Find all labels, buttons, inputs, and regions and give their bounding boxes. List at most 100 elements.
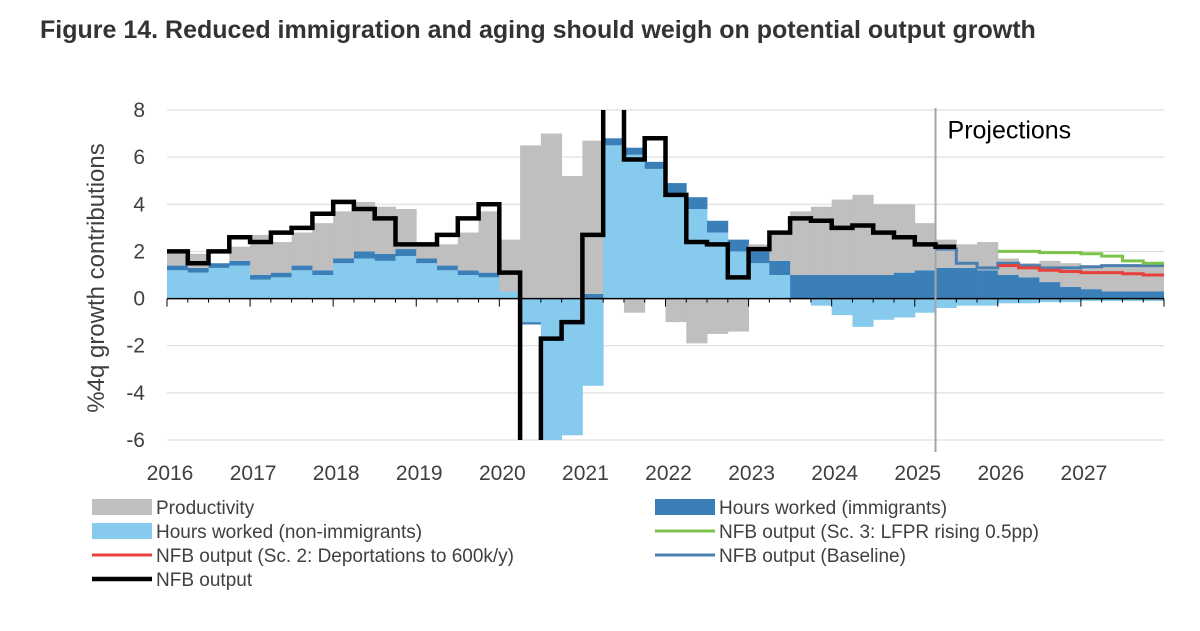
output-lines <box>167 110 1164 440</box>
bar-segment <box>167 253 189 266</box>
legend-label: Hours worked (non-immigrants) <box>156 522 422 543</box>
bar-segment <box>810 275 833 299</box>
bar-segment <box>1018 298 1040 304</box>
bar-segment <box>852 194 874 275</box>
bar-segment <box>582 293 604 299</box>
bar-segment <box>374 260 396 299</box>
bar-segment <box>727 251 749 299</box>
y-tick-label: 8 <box>133 99 145 122</box>
bar-segment <box>1039 298 1061 303</box>
bar-segment <box>457 232 479 271</box>
bar-segment <box>208 263 230 268</box>
x-tick-label: 2025 <box>894 462 941 485</box>
bar-segment <box>790 211 812 275</box>
y-tick-label: 6 <box>133 146 145 169</box>
bar-segment <box>707 298 729 334</box>
bar-segment <box>769 234 791 261</box>
bar-segment <box>229 265 251 299</box>
zero-axis <box>166 297 1165 307</box>
y-tick-label: 2 <box>133 240 145 263</box>
bar-segment <box>707 232 729 299</box>
bar-segment <box>353 251 376 259</box>
bar-segment <box>623 154 646 299</box>
bar-segment <box>540 298 563 440</box>
bar-segment <box>520 298 542 323</box>
bar-segment <box>852 298 874 327</box>
bar-segment <box>769 275 791 299</box>
bar-segment <box>1060 298 1082 303</box>
stacked-bars <box>167 133 1164 440</box>
bar-segment <box>312 275 334 299</box>
bar-segment <box>748 251 770 264</box>
x-tick-label: 2022 <box>645 462 692 485</box>
legend-label: Hours worked (immigrants) <box>719 498 947 519</box>
bar-segment <box>478 277 500 299</box>
bar-segment <box>250 279 272 299</box>
bar-segment <box>374 206 396 254</box>
bar-segment <box>437 265 459 271</box>
bar-segment <box>665 192 687 299</box>
bar-segment <box>997 275 1019 299</box>
bar-segment <box>291 270 313 299</box>
bar-segment <box>1143 265 1164 292</box>
bar-segment <box>437 244 459 266</box>
bar-segment <box>977 298 999 306</box>
bar-segment <box>270 242 293 273</box>
y-axis-label: %4q growth contributions <box>83 143 110 412</box>
bar-segment <box>1143 291 1164 299</box>
x-tick-label: 2016 <box>147 462 194 485</box>
bar-segment <box>769 260 791 275</box>
bar-segment <box>1060 286 1082 299</box>
bar-segment <box>540 133 563 299</box>
bar-segment <box>707 220 729 233</box>
bar-segment <box>831 275 853 299</box>
bar-segment <box>353 201 376 252</box>
bar-segment <box>893 272 916 299</box>
bar-segment <box>914 223 936 271</box>
x-tick-label: 2026 <box>977 462 1024 485</box>
bar-segment <box>187 267 209 273</box>
x-tick-label: 2023 <box>728 462 775 485</box>
y-tick-label: 4 <box>133 193 145 216</box>
bar-segment <box>478 211 500 273</box>
bar-segment <box>499 239 521 292</box>
legend-swatch <box>92 499 152 515</box>
bar-segment <box>665 183 687 193</box>
legend-label: NFB output (Sc. 2: Deportations to 600k/… <box>156 546 514 567</box>
bar-segment <box>644 161 666 169</box>
bar-segment <box>312 270 334 275</box>
bar-segment <box>582 298 604 386</box>
bar-segment <box>187 253 209 268</box>
x-tick-label: 2019 <box>396 462 443 485</box>
bar-segment <box>623 298 646 313</box>
bar-segment <box>810 298 833 306</box>
series-line <box>935 247 1164 270</box>
bar-segment <box>603 138 625 146</box>
bar-segment <box>873 204 895 275</box>
bar-segment <box>831 199 853 275</box>
bar-segment <box>582 140 604 294</box>
bar-segment <box>644 168 666 299</box>
bar-segment <box>291 232 313 266</box>
y-tick-label: -2 <box>126 335 145 358</box>
y-tick-label: -6 <box>126 429 145 452</box>
x-tick-label: 2017 <box>230 462 277 485</box>
bar-segment <box>395 249 417 257</box>
bar-segment <box>935 267 957 299</box>
bar-segment <box>457 275 479 299</box>
bar-segment <box>499 291 521 299</box>
y-axis-ticks: 8 6 4 2 0 -2 -4 -6 <box>126 99 145 452</box>
bar-segment <box>250 234 272 275</box>
bar-segment <box>956 298 978 306</box>
bar-segment <box>416 263 438 299</box>
bar-segment <box>914 270 936 299</box>
bar-segment <box>810 206 833 275</box>
legend: Productivity Hours worked (immigrants) Hou… <box>92 498 1039 591</box>
bar-segment <box>312 223 334 271</box>
x-tick-label: 2024 <box>811 462 858 485</box>
bar-segment <box>1101 291 1123 299</box>
bar-segment <box>1101 298 1123 301</box>
x-tick-label: 2018 <box>313 462 360 485</box>
x-tick-label: 2021 <box>562 462 609 485</box>
bar-segment <box>520 322 542 325</box>
